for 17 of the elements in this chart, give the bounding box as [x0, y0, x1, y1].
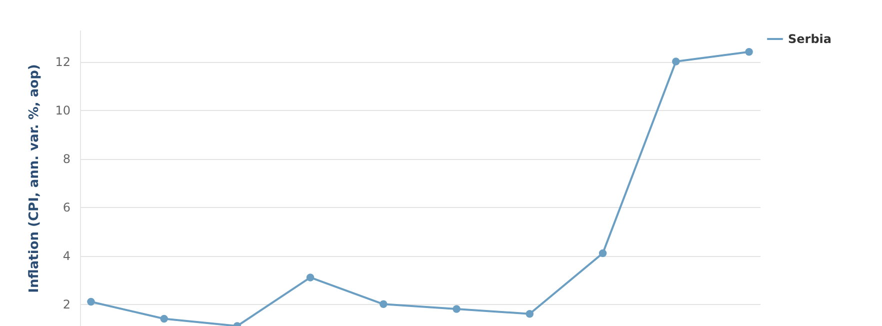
y-tick-label: 12 [55, 55, 70, 70]
y-axis-title: Inflation (CPI, ann. var. %, aop) [27, 64, 42, 293]
y-tick-label: 2 [62, 298, 70, 312]
point [745, 48, 753, 56]
y-tick-label: 4 [62, 249, 70, 264]
y-tick-label: 10 [55, 104, 70, 118]
point [160, 314, 168, 323]
point [380, 300, 388, 308]
point [306, 274, 314, 282]
point [598, 249, 607, 258]
legend-label: Serbia [788, 32, 832, 46]
point [452, 305, 460, 313]
y-tick-label: 8 [62, 152, 70, 166]
y-tick-label: 6 [62, 200, 70, 215]
point [526, 310, 534, 318]
point [87, 298, 95, 306]
point [672, 58, 680, 66]
